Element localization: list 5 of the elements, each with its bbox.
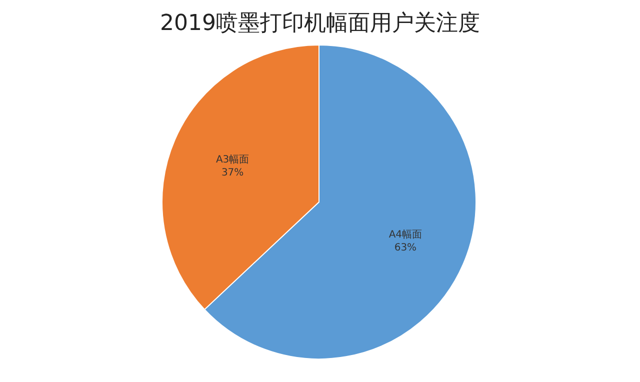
- slice-label: A3幅面: [216, 154, 250, 166]
- data-label: 63%: [394, 242, 417, 254]
- data-label: 37%: [221, 168, 244, 179]
- slice-label: A4幅面: [388, 228, 422, 240]
- chart-title: 2019喷墨打印机幅面用户关注度: [160, 11, 480, 36]
